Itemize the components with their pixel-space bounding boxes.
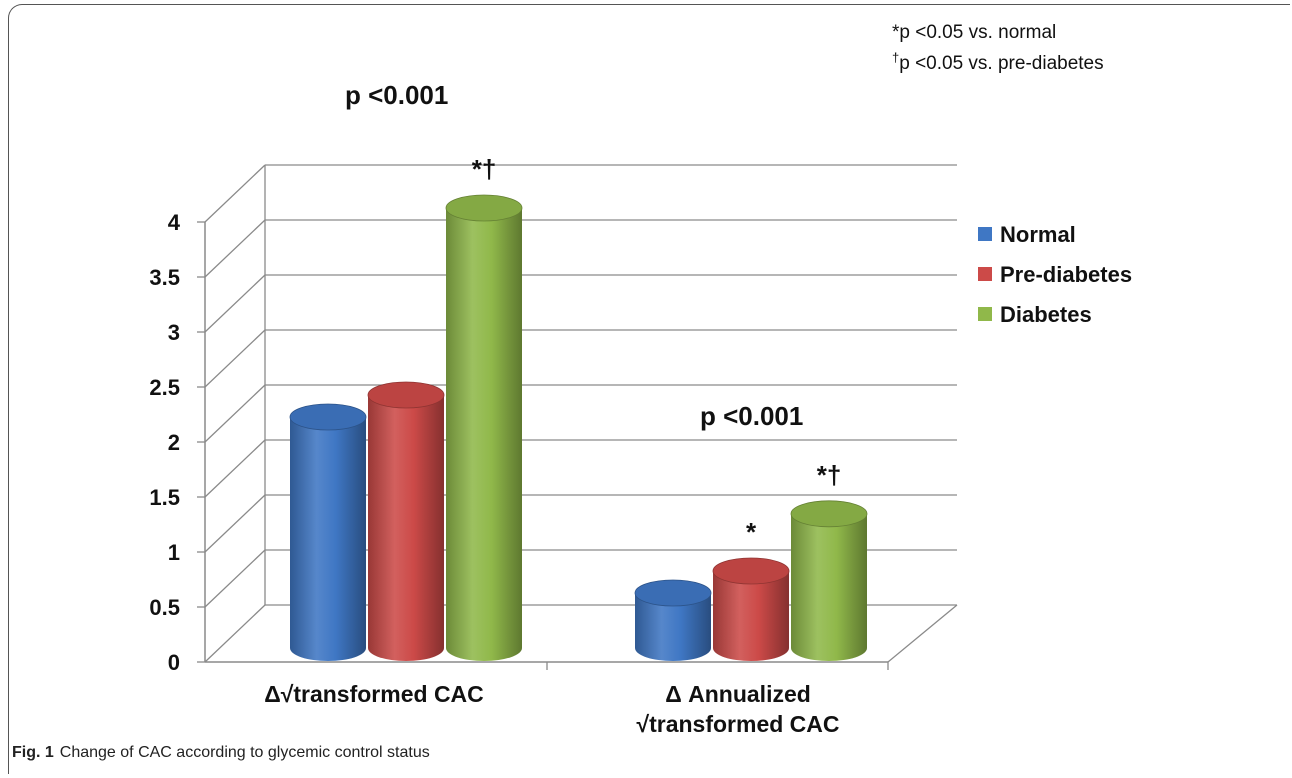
y-tick-label: 2.5 [149,375,180,400]
significance-marker: * [746,517,757,547]
side-grid-line [204,274,266,333]
side-grid-line [204,164,266,223]
bar-top [289,403,367,431]
significance-marker: *† [472,154,497,184]
bar-top [712,557,790,585]
legend-label: Normal [1000,222,1076,247]
caption-text: Change of CAC according to glycemic cont… [59,744,430,761]
legend-label: Diabetes [1000,302,1092,327]
x-axis-categories: Δ√transformed CAC Δ Annualized √transforme… [264,681,839,737]
caption-label: Fig. 1 [12,744,54,761]
bar-body [713,571,789,661]
group-p-value: p <0.001 [345,80,448,110]
bar-top [367,381,445,409]
x-category-label: Δ Annualized [665,681,811,707]
legend-swatch [978,307,992,321]
legend-swatch [978,267,992,281]
legend: Normal Pre-diabetes Diabetes [978,222,1132,327]
bar-top [634,579,712,607]
side-grid-line [204,604,266,663]
side-grid-line [204,219,266,278]
figure-caption: Fig. 1 Change of CAC according to glycemi… [12,744,430,762]
bar-body [791,513,867,661]
bar-top [790,500,868,528]
y-tick-label: 0.5 [149,595,180,620]
chart-bars [289,194,868,661]
side-grid-line [204,549,266,608]
side-grid-line [204,494,266,553]
y-tick-label: 1 [168,540,180,565]
y-tick-label: 3 [168,320,180,345]
footnote-star: *p <0.05 vs. normal [892,22,1056,43]
footnotes: *p <0.05 vs. normal †p <0.05 vs. pre-dia… [892,22,1104,74]
y-tick-label: 0 [168,650,180,675]
legend-swatch [978,227,992,241]
dagger-text: p <0.05 vs. pre-diabetes [899,53,1103,74]
figure-frame [8,4,1290,774]
floor-right-edge [887,604,958,663]
side-grid-line [204,384,266,443]
bar-body [368,395,444,661]
footnote-dagger: †p <0.05 vs. pre-diabetes [892,50,1104,74]
bar-body [290,417,366,661]
x-category-label: Δ√transformed CAC [264,681,484,707]
bar-body [635,593,711,661]
y-tick-label: 3.5 [149,265,180,290]
significance-marker: *† [817,460,842,490]
group-p-value: p <0.001 [700,401,803,431]
legend-label: Pre-diabetes [1000,262,1132,287]
side-grid-line [204,329,266,388]
y-tick-label: 1.5 [149,485,180,510]
y-axis-ticks: 0 0.5 1 1.5 2 2.5 3 3.5 4 [149,210,180,675]
y-tick-label: 4 [168,210,181,235]
y-tick-label: 2 [168,430,180,455]
x-category-label: √transformed CAC [636,711,839,737]
bar-body [446,208,522,661]
dagger-mark: † [892,50,899,65]
annotations: p <0.001 p <0.001 *† * *† [345,80,841,547]
bar-top [445,194,523,222]
side-grid-line [204,439,266,498]
